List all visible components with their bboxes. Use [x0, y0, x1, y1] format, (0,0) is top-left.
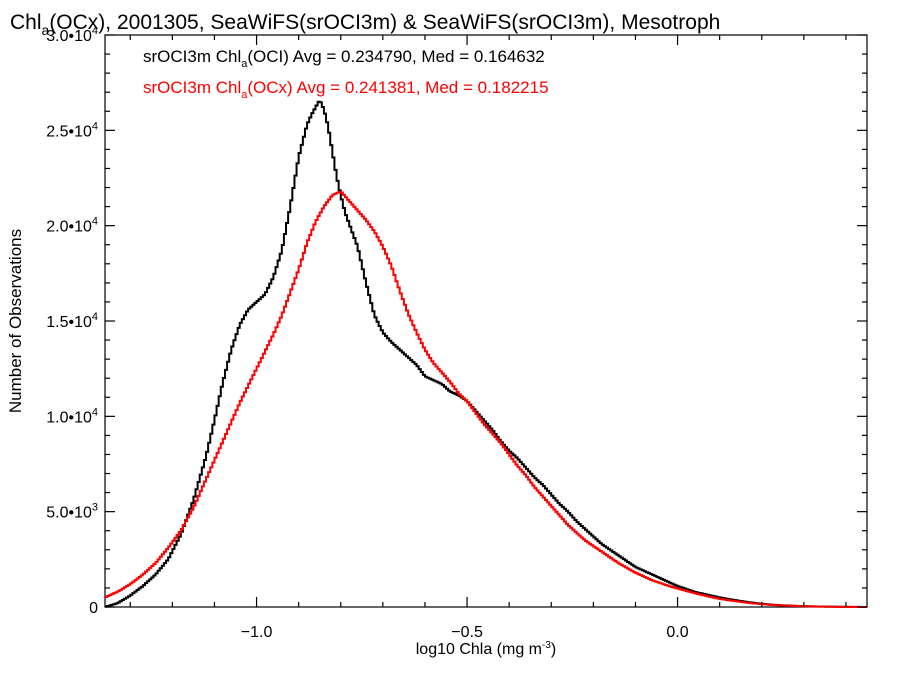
tick-layer: −1.0 −0.5 0.0 0 5.0•103 1.0•104 1.5•104 2.0•104…	[46, 25, 867, 641]
series-line-oci	[105, 100, 867, 608]
y-tick-label: 3.0•104	[46, 25, 98, 45]
series-line-ocx	[105, 190, 867, 608]
y-tick-label: 2.0•104	[46, 216, 98, 236]
y-axis-label: Number of Observations	[6, 229, 25, 413]
y-tick-label: 0	[89, 600, 98, 617]
x-tick-label: 0.0	[666, 624, 688, 641]
legend-entry-ocx: srOCI3m Chla(OCx) Avg = 0.241381, Med = …	[143, 78, 549, 101]
y-tick-label: 1.5•104	[46, 311, 98, 331]
x-axis-label: log10 Chla (mg m-3)	[416, 640, 557, 658]
x-tick-label: −1.0	[241, 624, 273, 641]
series-layer	[105, 100, 867, 608]
x-tick-label: −0.5	[451, 624, 483, 641]
y-tick-label: 5.0•103	[46, 502, 98, 522]
chart-title: Chla(OCx), 2001305, SeaWiFS(srOCI3m) & S…	[10, 11, 720, 38]
y-tick-label: 1.0•104	[46, 406, 98, 426]
legend-entry-oci: srOCI3m Chla(OCI) Avg = 0.234790, Med = …	[143, 47, 545, 70]
plot-frame	[104, 34, 868, 608]
y-tick-label: 2.5•104	[46, 120, 98, 140]
